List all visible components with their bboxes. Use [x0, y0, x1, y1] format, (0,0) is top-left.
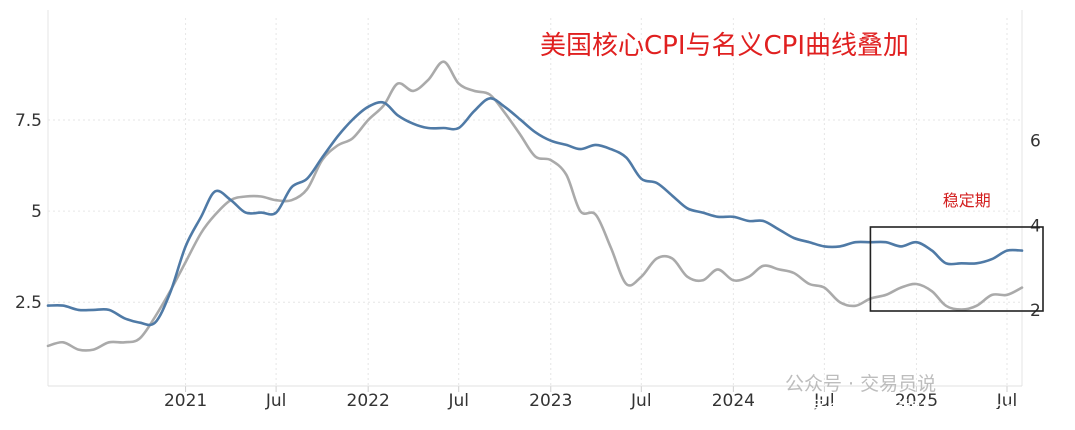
tick-labels: 2021 Jul 2022 Jul 2023 Jul 2024 Jul 2025 Jul 2.5 5 7… — [15, 111, 1041, 411]
x-tick-label: Jul — [265, 391, 287, 411]
stable-period-box — [869, 226, 1044, 312]
left-tick-label: 5 — [31, 202, 42, 222]
x-tick-label: 2022 — [347, 391, 390, 411]
x-tick-label: Jul — [813, 391, 835, 411]
left-tick-label: 7.5 — [15, 111, 42, 131]
x-tick-label: 2023 — [529, 391, 572, 411]
watermark-sohu: 搜狐号@汇商传媒Forexpress — [770, 398, 1025, 420]
grid-lines — [48, 18, 1022, 386]
watermark-official-account: 公众号 · 交易员说 — [785, 373, 936, 395]
left-tick-label: 2.5 — [15, 293, 42, 313]
x-tick-label: 2021 — [164, 391, 207, 411]
watermark-layer: 公众号 · 交易员说 搜狐号@汇商传媒Forexpress — [770, 373, 1025, 420]
series-line-right-axis — [46, 97, 1024, 327]
series-lines — [46, 60, 1024, 352]
series-line-left-axis — [46, 60, 1024, 352]
x-tick-label: 2024 — [712, 391, 755, 411]
x-tick-label: Jul — [996, 391, 1018, 411]
x-tick-label: Jul — [630, 391, 652, 411]
stable-period-label: 稳定期 — [943, 191, 991, 210]
axis-lines — [47, 10, 1023, 392]
right-tick-label: 6 — [1030, 132, 1041, 152]
chart-title: 美国核心CPI与名义CPI曲线叠加 — [540, 31, 909, 61]
x-tick-label: 2025 — [895, 391, 938, 411]
annotations: 稳定期 — [869, 191, 1044, 312]
x-tick-label: Jul — [447, 391, 469, 411]
